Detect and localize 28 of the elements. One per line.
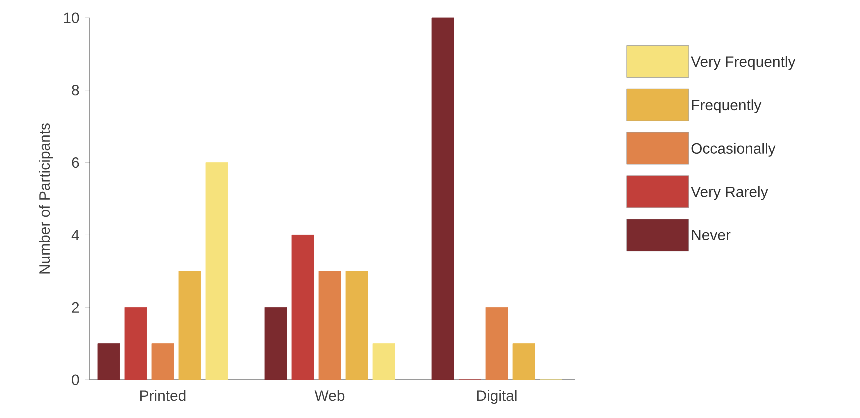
legend-label: Never [692, 230, 731, 240]
bar [512, 344, 536, 380]
y-tick-label: 0 [72, 374, 80, 386]
y-tick-label: 10 [64, 12, 80, 24]
bar [372, 344, 396, 380]
bar [432, 18, 454, 380]
legend-label: Very Frequently [691, 56, 796, 70]
y-tick-label: 4 [72, 230, 80, 240]
legend-label: Occasionally [692, 142, 776, 157]
x-tick-label: Web [314, 390, 345, 402]
bar [206, 162, 228, 380]
bar [346, 271, 368, 380]
bar [486, 307, 508, 380]
y-tick-label: 6 [72, 158, 80, 168]
bar [178, 271, 202, 380]
bar [124, 307, 148, 380]
bar [318, 271, 342, 380]
bar [98, 344, 120, 380]
bar [152, 344, 174, 380]
bar [292, 235, 314, 380]
y-tick-label: 8 [72, 85, 80, 96]
legend-label: Very Rarely [691, 186, 768, 200]
legend-label: Frequently [692, 100, 762, 114]
x-tick-label: Digital [477, 390, 517, 404]
x-tick-label: Printed [140, 390, 186, 402]
y-axis-title: Number of Participants [39, 124, 54, 274]
bar [264, 307, 288, 380]
y-tick-label: 2 [72, 302, 80, 313]
